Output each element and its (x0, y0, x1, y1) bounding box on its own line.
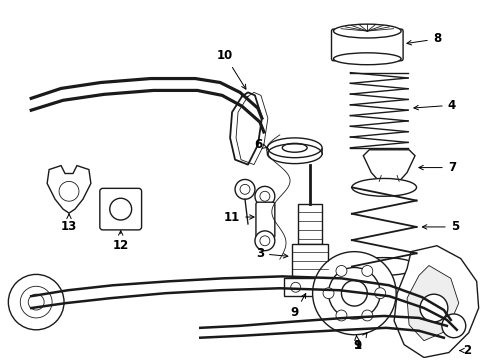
Text: 9: 9 (353, 333, 367, 352)
Ellipse shape (268, 138, 322, 158)
Circle shape (442, 314, 466, 338)
Circle shape (291, 282, 301, 292)
Circle shape (110, 198, 132, 220)
Circle shape (240, 184, 250, 194)
FancyBboxPatch shape (292, 244, 327, 278)
Circle shape (28, 294, 44, 310)
Polygon shape (394, 246, 479, 357)
FancyBboxPatch shape (332, 29, 403, 61)
Text: 6: 6 (254, 138, 268, 151)
Text: 4: 4 (414, 99, 456, 112)
Polygon shape (407, 266, 459, 341)
Circle shape (375, 288, 386, 299)
Text: 11: 11 (224, 211, 254, 224)
Polygon shape (363, 150, 415, 181)
Circle shape (328, 267, 380, 319)
Text: 2: 2 (460, 344, 471, 357)
FancyBboxPatch shape (256, 202, 275, 238)
Circle shape (420, 294, 448, 322)
Text: 7: 7 (419, 161, 456, 174)
Circle shape (20, 286, 52, 318)
Text: 3: 3 (256, 247, 288, 260)
Ellipse shape (282, 143, 307, 152)
Circle shape (362, 310, 373, 321)
Circle shape (336, 310, 347, 321)
Circle shape (59, 181, 79, 201)
FancyBboxPatch shape (298, 204, 321, 244)
Circle shape (255, 231, 275, 251)
Text: 8: 8 (407, 32, 441, 45)
Circle shape (342, 280, 368, 306)
Circle shape (260, 191, 270, 201)
Text: 12: 12 (113, 231, 129, 252)
Text: 13: 13 (61, 214, 77, 233)
Ellipse shape (352, 258, 416, 275)
Text: 5: 5 (422, 220, 459, 233)
Text: 1: 1 (353, 336, 362, 352)
Circle shape (8, 274, 64, 330)
Text: 9: 9 (291, 294, 306, 319)
Polygon shape (47, 166, 91, 213)
Ellipse shape (334, 24, 401, 38)
Circle shape (260, 236, 270, 246)
Circle shape (362, 265, 373, 276)
FancyBboxPatch shape (284, 278, 336, 296)
Circle shape (313, 252, 396, 335)
Text: 10: 10 (217, 49, 246, 89)
Ellipse shape (352, 179, 416, 196)
Circle shape (336, 265, 347, 276)
Circle shape (318, 282, 328, 292)
Circle shape (235, 179, 255, 199)
Ellipse shape (334, 53, 401, 65)
Circle shape (255, 186, 275, 206)
FancyBboxPatch shape (100, 188, 142, 230)
Circle shape (323, 288, 334, 299)
